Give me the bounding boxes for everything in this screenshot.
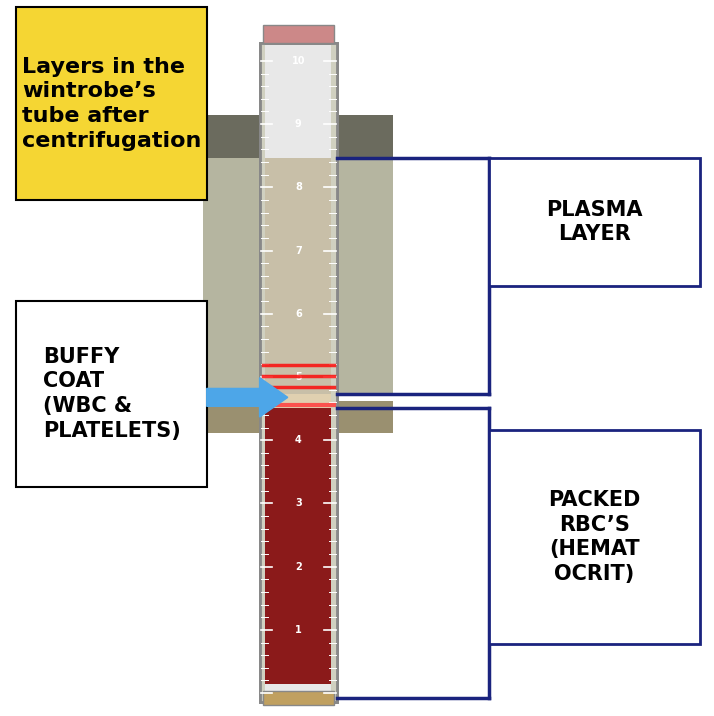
Text: PACKED
RBC’S
(HEMAT
OCRIT): PACKED RBC’S (HEMAT OCRIT) [548,490,640,584]
Bar [263,394,333,408]
Text: 3: 3 [295,498,302,508]
Text: 7: 7 [295,246,302,256]
FancyArrow shape [207,378,288,417]
FancyBboxPatch shape [488,158,700,286]
FancyBboxPatch shape [16,301,207,487]
Bar [203,115,393,172]
Bar [203,401,393,433]
Text: 1: 1 [295,625,302,635]
Bar [260,43,265,702]
Text: 10: 10 [291,56,305,66]
Bar [263,691,333,705]
Bar [331,43,337,702]
FancyBboxPatch shape [16,7,207,200]
Text: Layers in the
wintrobe’s
tube after
centrifugation: Layers in the wintrobe’s tube after cent… [22,57,201,151]
Text: PLASMA
LAYER: PLASMA LAYER [546,200,643,244]
Bar [263,25,333,43]
Text: 9: 9 [295,119,302,129]
Text: 8: 8 [295,183,302,193]
Text: 6: 6 [295,309,302,319]
Bar [203,158,393,394]
Bar [263,158,333,394]
Text: 4: 4 [295,435,302,445]
Text: 5: 5 [295,372,302,382]
FancyBboxPatch shape [488,430,700,644]
Text: BUFFY
COAT
(WBC &
PLATELETS): BUFFY COAT (WBC & PLATELETS) [43,347,181,441]
Text: 2: 2 [295,561,302,571]
Bar [260,43,337,702]
Bar [263,408,333,684]
Bar [260,43,337,702]
